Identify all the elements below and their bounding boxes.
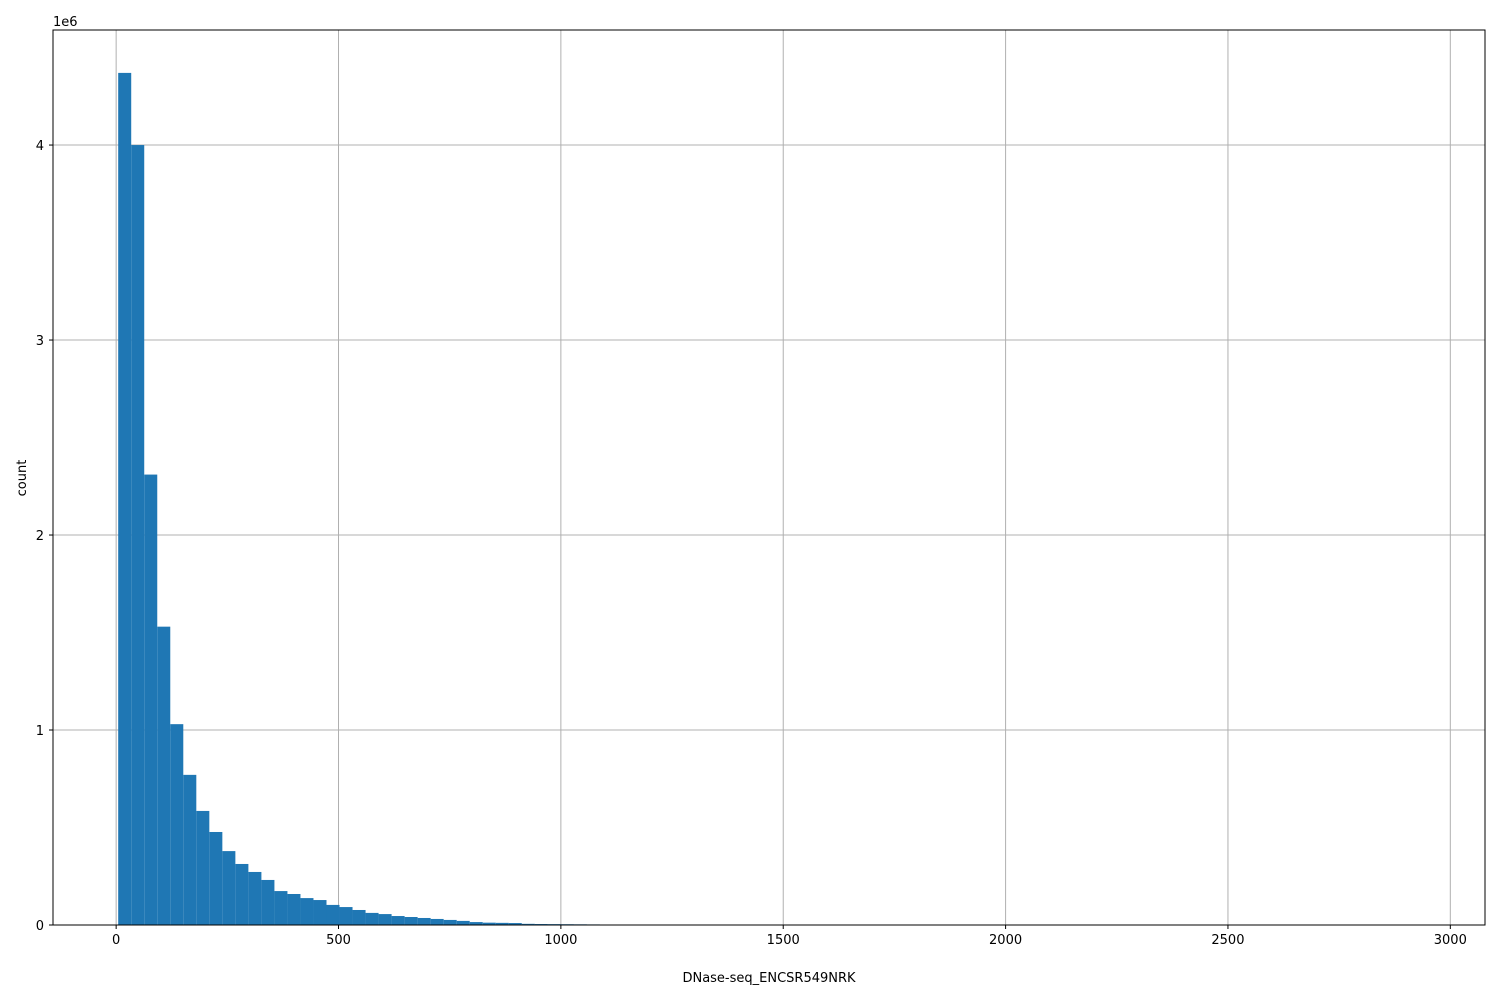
- histogram-bar: [274, 891, 287, 925]
- histogram-bar: [131, 145, 144, 925]
- x-axis: 0 500 1000 1500 2000 2500 3000: [112, 925, 1467, 948]
- x-tick-label: 1500: [767, 933, 800, 948]
- histogram-bar: [379, 914, 392, 925]
- histogram-bar: [366, 913, 379, 925]
- x-tick-label: 3000: [1434, 933, 1467, 948]
- histogram-bar: [392, 916, 405, 925]
- x-tick-label: 2500: [1211, 933, 1244, 948]
- histogram-bar: [183, 775, 196, 925]
- histogram-bar: [222, 851, 235, 925]
- x-tick-label: 2000: [989, 933, 1022, 948]
- x-tick-label: 1000: [544, 933, 577, 948]
- grid: [53, 30, 1485, 925]
- x-tick-label: 0: [112, 933, 120, 948]
- y-tick-label: 0: [36, 919, 44, 934]
- histogram-bars: [118, 73, 1420, 925]
- axes-frame: [53, 30, 1485, 925]
- histogram-bar: [287, 894, 300, 925]
- histogram-bar: [235, 864, 248, 925]
- y-offset-label: 1e6: [53, 15, 78, 30]
- histogram-bar: [157, 627, 170, 925]
- histogram-bar: [118, 73, 131, 925]
- histogram-bar: [196, 811, 209, 925]
- histogram-bar: [405, 917, 418, 925]
- histogram-bar: [248, 872, 261, 925]
- histogram-bar: [313, 900, 326, 925]
- y-tick-label: 4: [36, 139, 44, 154]
- histogram-bar: [170, 724, 183, 925]
- histogram-bar: [444, 920, 457, 925]
- histogram-bar: [326, 905, 339, 925]
- x-tick-label: 500: [326, 933, 351, 948]
- y-tick-label: 3: [36, 334, 44, 349]
- y-tick-label: 2: [36, 529, 44, 544]
- histogram-bar: [144, 475, 157, 925]
- y-axis-label: count: [15, 460, 30, 497]
- y-tick-label: 1: [36, 724, 44, 739]
- histogram-bar: [300, 898, 313, 925]
- histogram-bar: [353, 910, 366, 925]
- histogram-bar: [209, 832, 222, 925]
- y-axis: 0 1 2 3 4: [36, 139, 53, 934]
- histogram-bar: [340, 907, 353, 925]
- histogram-bar: [431, 919, 444, 925]
- histogram-bar: [261, 880, 274, 925]
- histogram-bar: [457, 921, 470, 925]
- x-axis-label: DNase-seq_ENCSR549NRK: [682, 971, 856, 986]
- histogram-bar: [418, 918, 431, 925]
